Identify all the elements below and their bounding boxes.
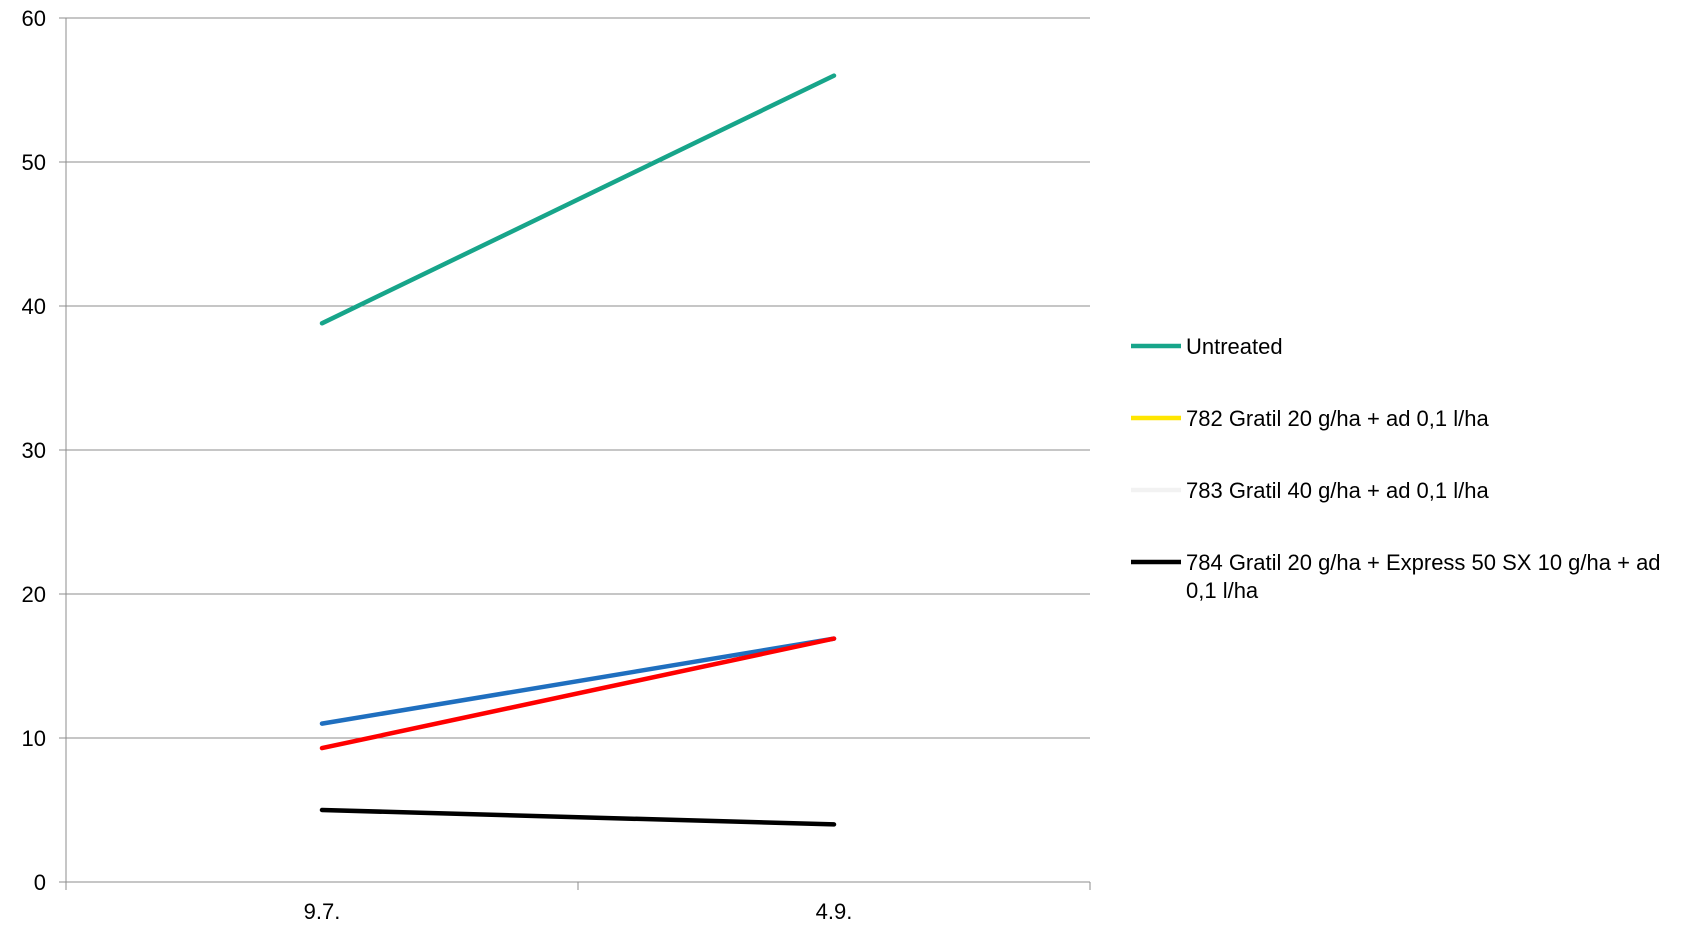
legend-label: Untreated	[1186, 334, 1283, 359]
y-tick-label: 40	[22, 294, 46, 319]
y-tick-label: 10	[22, 726, 46, 751]
legend-label: 784 Gratil 20 g/ha + Express 50 SX 10 g/…	[1186, 550, 1661, 603]
legend: Untreated 782 Gratil 20 g/ha + ad 0,1 l/h…	[1131, 334, 1661, 603]
y-tick-label: 30	[22, 438, 46, 463]
gridlines	[66, 17, 1090, 739]
x-tick-label: 4.9.	[816, 899, 853, 924]
series-line-3	[319, 807, 837, 827]
legend-label: 783 Gratil 40 g/ha + ad 0,1 l/ha	[1186, 478, 1489, 503]
series-lines	[319, 73, 837, 827]
x-tick-label: 9.7.	[304, 899, 341, 924]
y-tick-label: 60	[22, 6, 46, 31]
series-line-4	[319, 636, 837, 726]
legend-label: 782 Gratil 20 g/ha + ad 0,1 l/ha	[1186, 406, 1489, 431]
y-tick-label: 20	[22, 582, 46, 607]
series-line-0	[319, 73, 837, 326]
y-tick-label: 0	[34, 870, 46, 895]
x-axis-ticks: 9.7. 4.9.	[65, 882, 1091, 924]
y-tick-label: 50	[22, 150, 46, 175]
y-axis-ticks: 0 10 20 30 40 50 60	[22, 6, 66, 895]
series-line-5	[319, 636, 837, 751]
